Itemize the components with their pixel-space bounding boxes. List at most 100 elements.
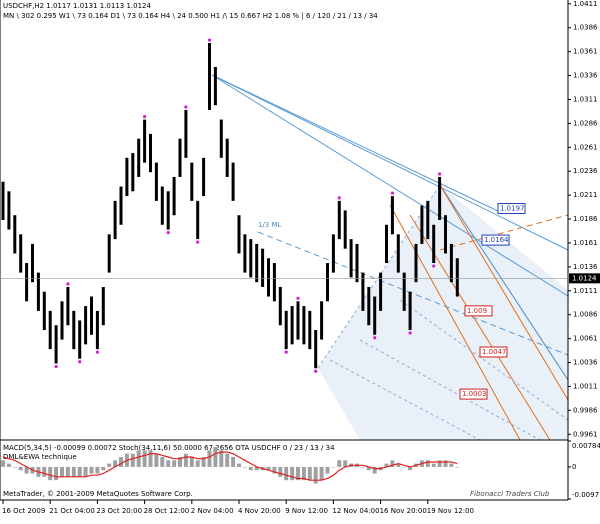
macd-bar [254, 466, 259, 471]
y-tick-label: 1.0061 [573, 335, 598, 343]
price-bar [178, 138, 182, 177]
macd-bar [266, 466, 271, 471]
y-tick-label: 1.0186 [573, 215, 598, 223]
fractal-dot [408, 331, 412, 335]
price-bar [290, 306, 294, 345]
price-tag-label: 1.0047 [482, 348, 507, 356]
fractal-dot [296, 296, 300, 300]
copyright: MetaTrader, © 2001-2009 MetaQuotes Softw… [3, 490, 193, 498]
chart-subtitle: MN \ 302 0.295 W1 \ 73 0.164 D1 \ 73 0.1… [3, 12, 378, 20]
macd-bar [6, 463, 11, 467]
macd-bar [437, 460, 442, 467]
price-bar [95, 310, 99, 350]
indicator-subtitle: DML&EWA technique [3, 453, 77, 461]
y-tick-label: 1.0086 [573, 311, 598, 319]
price-bar [361, 272, 365, 311]
price-bar [420, 205, 424, 244]
macd-bar [319, 466, 324, 481]
x-tick-label: 12 Nov 04:00 [332, 507, 379, 515]
macd-bar [95, 466, 100, 474]
price-tag-box [479, 346, 508, 358]
price-bar [455, 258, 459, 297]
macd-bar [107, 463, 112, 467]
price-bar [302, 306, 306, 345]
chart-title: USDCHF,H2 1.0117 1.0131 1.0113 1.0124 [3, 2, 151, 10]
price-bar [320, 301, 324, 340]
price-bar [125, 157, 129, 197]
macd-bar [372, 466, 377, 474]
macd-bar [237, 463, 241, 467]
price-bar [396, 234, 400, 273]
price-bar [426, 200, 430, 240]
price-bar [255, 243, 259, 283]
price-bar [449, 243, 453, 283]
price-tag-label: 1.009 [467, 307, 487, 315]
price-bar [278, 286, 282, 326]
watermark: Fibonacci Traders Club [470, 490, 550, 498]
price-bar [202, 157, 206, 197]
price-bar [314, 330, 318, 369]
price-tag-label: 1.0197 [500, 205, 525, 213]
macd-bar [366, 466, 371, 471]
fractal-dot [314, 369, 318, 373]
x-tick-label: 23 Oct 20:00 [96, 507, 142, 515]
fractal-dot [95, 350, 99, 354]
price-bar [261, 248, 265, 287]
price-bar [408, 291, 412, 330]
macd-bar [242, 466, 247, 468]
y-tick-label: 1.0236 [573, 167, 598, 175]
fork-line [439, 184, 569, 381]
price-bar [131, 153, 135, 192]
price-bar [219, 119, 223, 158]
y-tick-label: 1.0136 [573, 263, 598, 271]
y-tick-label: 0.9961 [573, 430, 598, 438]
price-bar [367, 286, 371, 326]
drawings [211, 74, 569, 441]
macd-bar [42, 466, 47, 477]
fractal-dot [432, 264, 436, 268]
y-tick-label: 1.0361 [573, 48, 598, 56]
price-bar [143, 119, 147, 163]
price-bar [343, 210, 347, 249]
y-tick-label: 1.0161 [573, 239, 598, 247]
price-bar [25, 263, 29, 302]
fractal-dot [143, 114, 147, 119]
fractal-dot [66, 282, 70, 286]
y-tick-label: 1.0386 [573, 24, 598, 32]
price-bar [237, 215, 241, 254]
pitchfork-zone [318, 185, 568, 440]
price-tag-box [464, 305, 493, 317]
y-tick-label: 0 [572, 463, 576, 471]
price-bar [444, 215, 447, 254]
y-tick-label: 1.0011 [573, 382, 598, 390]
macd-bar [396, 463, 401, 467]
macd-bar [231, 457, 236, 467]
macd-bar [443, 460, 448, 467]
macd-bar [313, 466, 318, 484]
fractal-dot [54, 364, 58, 369]
price-bar [225, 138, 229, 177]
indicator-title: MACD(5,34,5) -0.00099 0.00072 Stoch(34,1… [3, 444, 335, 452]
macd-bar [290, 466, 295, 481]
price-bar [36, 272, 40, 311]
macd-bar [172, 460, 177, 467]
fractal-dot [207, 38, 212, 42]
x-tick-label: 28 Oct 12:00 [144, 507, 190, 515]
price-bar [331, 234, 335, 273]
price-bar [13, 215, 17, 254]
signal-line [2, 451, 458, 481]
macd-bar [48, 466, 53, 481]
y-tick-label: 1.0211 [573, 191, 598, 199]
y-tick-label: 1.0261 [573, 143, 598, 151]
price-bar [48, 310, 52, 350]
price-bar [208, 43, 211, 110]
price-bar [267, 258, 270, 297]
macd-bar [166, 460, 171, 467]
macd-bar [360, 466, 365, 468]
fork-handle [317, 184, 441, 369]
macd-bar [284, 466, 289, 481]
macd-bar [113, 460, 118, 467]
fork-line [439, 184, 569, 401]
price-bar [385, 224, 388, 264]
fork-grid [329, 359, 481, 441]
